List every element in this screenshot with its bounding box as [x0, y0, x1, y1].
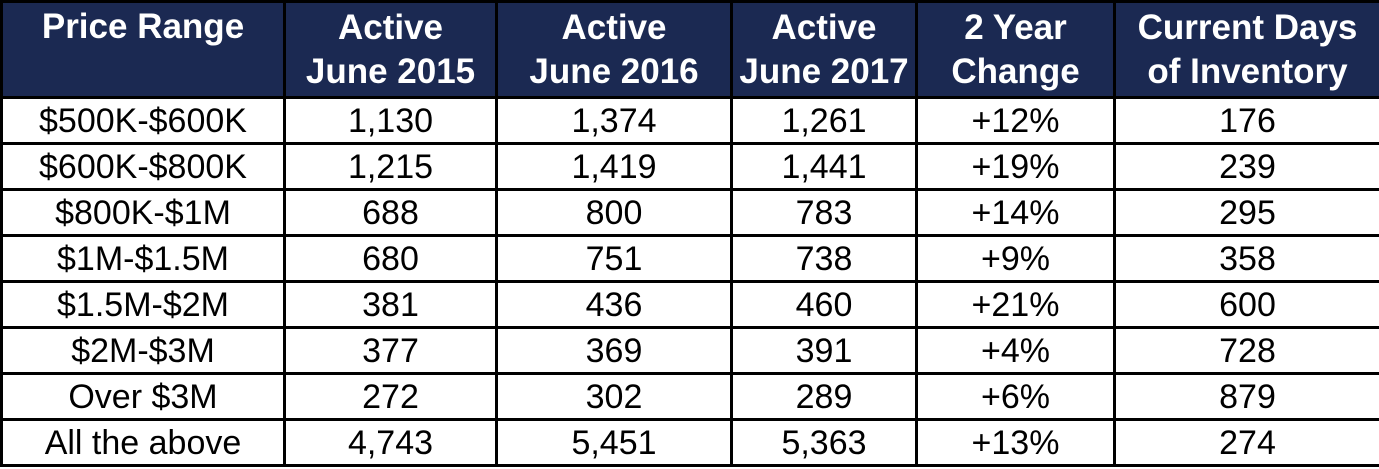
- table-row: $600K-$800K 1,215 1,419 1,441 +19% 239: [0, 142, 1379, 191]
- header-active-2016: Active June 2016: [495, 0, 733, 99]
- header-price-range-label: Price Range: [41, 7, 245, 46]
- cell-active-2015: 272: [283, 372, 498, 421]
- cell-two-year-change: +12%: [915, 96, 1116, 145]
- cell-active-2015: 1,215: [283, 142, 498, 191]
- cell-active-2016: 1,374: [495, 96, 733, 145]
- cell-active-2017: 391: [730, 326, 918, 375]
- cell-active-2017: 1,441: [730, 142, 918, 191]
- cell-active-2015: 381: [283, 280, 498, 329]
- cell-active-2015: 377: [283, 326, 498, 375]
- header-active-2016-line2: June 2016: [529, 51, 699, 91]
- table-row: $1.5M-$2M 381 436 460 +21% 600: [0, 280, 1379, 329]
- table-row: $500K-$600K 1,130 1,374 1,261 +12% 176: [0, 96, 1379, 145]
- cell-days-inventory: 239: [1113, 142, 1379, 191]
- cell-active-2015: 688: [283, 188, 498, 237]
- table-row: $800K-$1M 688 800 783 +14% 295: [0, 188, 1379, 237]
- header-days-inventory-line1: Current Days: [1137, 7, 1358, 47]
- cell-active-2017: 783: [730, 188, 918, 237]
- cell-active-2016: 800: [495, 188, 733, 237]
- cell-active-2015: 4,743: [283, 418, 498, 467]
- cell-price-range: $800K-$1M: [0, 188, 286, 237]
- header-active-2015-line2: June 2015: [305, 51, 476, 91]
- cell-active-2017: 289: [730, 372, 918, 421]
- cell-price-range: $1M-$1.5M: [0, 234, 286, 283]
- table-row: Over $3M 272 302 289 +6% 879: [0, 372, 1379, 421]
- table-row: $2M-$3M 377 369 391 +4% 728: [0, 326, 1379, 375]
- cell-price-range: Over $3M: [0, 372, 286, 421]
- header-price-range: Price Range: [0, 0, 286, 99]
- table-row: $1M-$1.5M 680 751 738 +9% 358: [0, 234, 1379, 283]
- cell-two-year-change: +14%: [915, 188, 1116, 237]
- header-active-2016-line1: Active: [561, 7, 667, 47]
- header-two-year-change-line1: 2 Year: [964, 7, 1067, 47]
- cell-two-year-change: +4%: [915, 326, 1116, 375]
- cell-days-inventory: 358: [1113, 234, 1379, 283]
- cell-two-year-change: +9%: [915, 234, 1116, 283]
- cell-active-2017: 738: [730, 234, 918, 283]
- header-active-2017: Active June 2017: [730, 0, 918, 99]
- cell-days-inventory: 274: [1113, 418, 1379, 467]
- cell-two-year-change: +6%: [915, 372, 1116, 421]
- cell-days-inventory: 728: [1113, 326, 1379, 375]
- cell-days-inventory: 879: [1113, 372, 1379, 421]
- cell-active-2016: 302: [495, 372, 733, 421]
- header-row: Price Range Active June 2015 Active June…: [0, 0, 1379, 99]
- cell-active-2017: 460: [730, 280, 918, 329]
- cell-two-year-change: +19%: [915, 142, 1116, 191]
- cell-active-2016: 436: [495, 280, 733, 329]
- cell-active-2017: 1,261: [730, 96, 918, 145]
- cell-active-2016: 751: [495, 234, 733, 283]
- cell-price-range: All the above: [0, 418, 286, 467]
- header-two-year-change: 2 Year Change: [915, 0, 1116, 99]
- cell-active-2015: 1,130: [283, 96, 498, 145]
- cell-active-2016: 369: [495, 326, 733, 375]
- cell-days-inventory: 600: [1113, 280, 1379, 329]
- header-active-2015: Active June 2015: [283, 0, 498, 99]
- cell-two-year-change: +13%: [915, 418, 1116, 467]
- cell-active-2016: 1,419: [495, 142, 733, 191]
- table-row-total: All the above 4,743 5,451 5,363 +13% 274: [0, 418, 1379, 467]
- cell-active-2016: 5,451: [495, 418, 733, 467]
- cell-price-range: $500K-$600K: [0, 96, 286, 145]
- cell-active-2017: 5,363: [730, 418, 918, 467]
- header-active-2017-line2: June 2017: [739, 51, 909, 91]
- table-body: $500K-$600K 1,130 1,374 1,261 +12% 176 $…: [0, 96, 1379, 467]
- cell-price-range: $1.5M-$2M: [0, 280, 286, 329]
- cell-two-year-change: +21%: [915, 280, 1116, 329]
- cell-days-inventory: 295: [1113, 188, 1379, 237]
- cell-active-2015: 680: [283, 234, 498, 283]
- cell-days-inventory: 176: [1113, 96, 1379, 145]
- header-active-2015-line1: Active: [337, 7, 444, 47]
- cell-price-range: $2M-$3M: [0, 326, 286, 375]
- header-active-2017-line1: Active: [771, 7, 877, 47]
- header-two-year-change-line2: Change: [951, 51, 1080, 91]
- cell-price-range: $600K-$800K: [0, 142, 286, 191]
- header-days-inventory-line2: of Inventory: [1147, 51, 1348, 91]
- header-days-inventory: Current Days of Inventory: [1113, 0, 1379, 99]
- table-header: Price Range Active June 2015 Active June…: [0, 0, 1379, 99]
